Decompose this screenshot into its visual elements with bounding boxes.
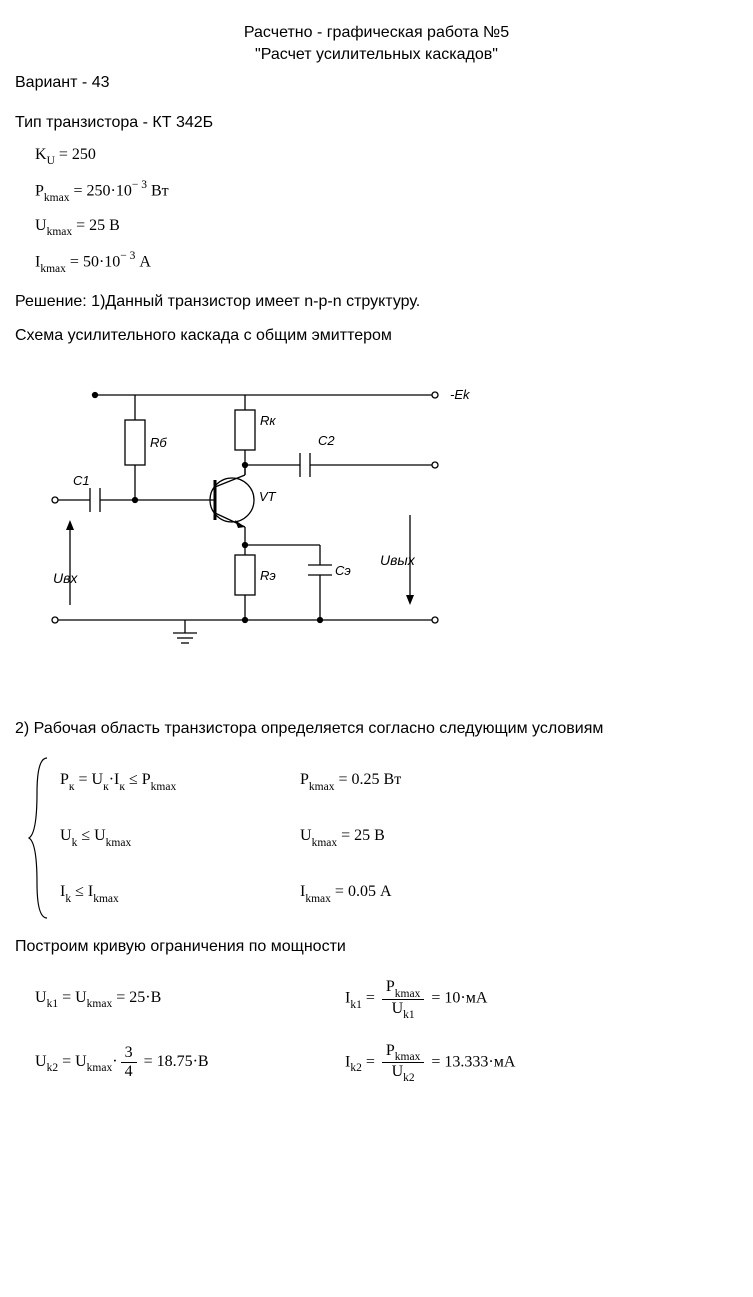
cond-1-left: Pк = Uк·Iк ≤ Pkmax <box>60 771 300 791</box>
label-rk: Rк <box>260 413 276 428</box>
cond-3-left: Ik ≤ Ikmax <box>60 883 300 903</box>
label-re: Rэ <box>260 568 276 583</box>
cond-2-right: Ukmax = 25 В <box>300 827 520 847</box>
label-uin: Uвх <box>53 570 78 586</box>
doc-title-2: "Расчет усилительных каскадов" <box>15 46 738 64</box>
doc-title-1: Расчетно - графическая работа №5 <box>15 24 738 42</box>
label-vt: VT <box>259 489 277 504</box>
label-uout: Uвых <box>380 552 416 568</box>
circuit-diagram: -Ek Rб Rк С2 C1 <box>35 365 738 660</box>
label-ek: -Ek <box>450 387 471 402</box>
label-c2: С2 <box>318 433 335 448</box>
curve-line: Построим кривую ограничения по мощности <box>15 938 738 956</box>
transistor-type: Тип транзистора - КТ 342Б <box>15 114 738 132</box>
equation-row-1: Uk1 = Ukmax = 25·В Ik1 = PkmaxUk1 = 10·м… <box>15 978 738 1019</box>
label-rb: Rб <box>150 435 167 450</box>
cond-3-right: Ikmax = 0.05 А <box>300 883 520 903</box>
section2-heading: 2) Рабочая область транзистора определяе… <box>15 720 738 738</box>
param-ikmax: Ikmax = 50·10− 3 А <box>35 251 738 274</box>
equation-row-2: Uk2 = Ukmax·34 = 18.75·В Ik2 = PkmaxUk2 … <box>15 1042 738 1083</box>
param-ku: KU = 250 <box>35 146 738 166</box>
param-ukmax: Ukmax = 25 В <box>35 217 738 237</box>
variant-line: Вариант - 43 <box>15 74 738 92</box>
conditions-system: Pк = Uк·Iк ≤ Pkmax Pkmax = 0.25 Вт Uk ≤ … <box>25 753 738 923</box>
eq2-left: Uk2 = Ukmax·34 = 18.75·В <box>15 1044 345 1081</box>
cond-1-right: Pkmax = 0.25 Вт <box>300 771 520 791</box>
label-ce: Сэ <box>335 563 351 578</box>
eq1-right: Ik1 = PkmaxUk1 = 10·мА <box>345 978 695 1019</box>
label-c1: C1 <box>73 473 90 488</box>
solution-line-2: Схема усилительного каскада с общим эмит… <box>15 327 738 345</box>
curly-brace-icon <box>25 753 55 923</box>
eq1-left: Uk1 = Ukmax = 25·В <box>15 989 345 1009</box>
eq2-right: Ik2 = PkmaxUk2 = 13.333·мА <box>345 1042 695 1083</box>
solution-line-1: Решение: 1)Данный транзистор имеет n-p-n… <box>15 293 738 311</box>
cond-2-left: Uk ≤ Ukmax <box>60 827 300 847</box>
param-pkmax: Pkmax = 250·10− 3 Вт <box>35 180 738 203</box>
